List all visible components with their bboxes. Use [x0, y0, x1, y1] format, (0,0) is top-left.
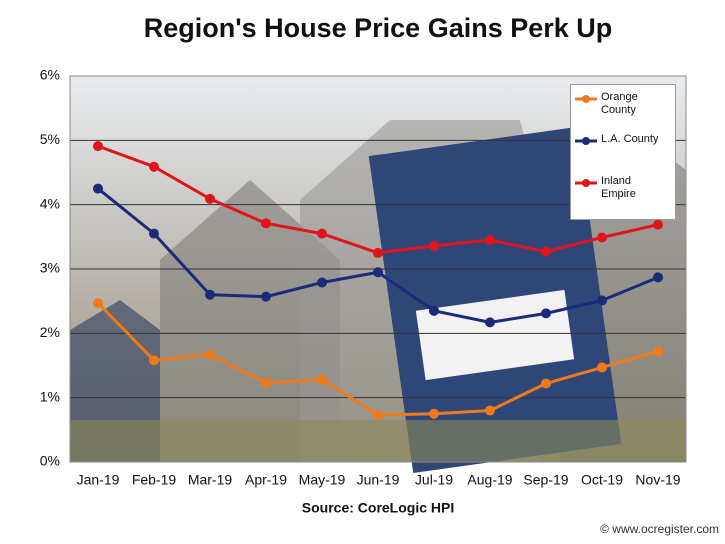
data-point: [597, 362, 607, 373]
x-tick-label: Apr-19: [245, 472, 287, 488]
y-tick-label: 5%: [40, 131, 60, 147]
legend-item: Orange County: [575, 91, 671, 133]
legend-symbol: [575, 179, 597, 187]
data-point: [317, 228, 327, 239]
data-point: [429, 408, 439, 419]
y-tick-label: 1%: [40, 388, 60, 404]
data-point: [597, 295, 607, 306]
data-point: [485, 317, 495, 328]
x-tick-label: Jul-19: [415, 472, 453, 488]
legend-marker: [582, 137, 590, 145]
x-tick-label: May-19: [299, 472, 346, 488]
data-point: [205, 193, 215, 204]
legend-symbol: [575, 95, 597, 103]
data-point: [93, 141, 103, 152]
data-point: [541, 378, 551, 389]
data-point: [541, 308, 551, 319]
legend-marker: [582, 95, 590, 103]
data-point: [317, 277, 327, 288]
data-point: [261, 377, 271, 388]
data-point: [485, 235, 495, 246]
y-tick-label: 0%: [40, 453, 60, 469]
y-tick-label: 4%: [40, 195, 60, 211]
data-point: [429, 305, 439, 316]
data-point: [373, 247, 383, 258]
data-point: [653, 346, 663, 357]
source-note: Source: CoreLogic HPI: [302, 500, 454, 516]
x-tick-label: Nov-19: [635, 472, 680, 488]
legend-label: L.A. County: [601, 133, 659, 145]
data-point: [205, 289, 215, 300]
data-point: [485, 405, 495, 416]
chart-title: Region's House Price Gains Perk Up: [144, 13, 613, 43]
legend-marker: [582, 179, 590, 187]
legend-item: Inland Empire: [575, 175, 671, 217]
data-point: [261, 218, 271, 229]
legend-label: Orange County: [601, 91, 638, 116]
x-tick-label: Jun-19: [357, 472, 400, 488]
data-point: [653, 272, 663, 283]
data-point: [541, 246, 551, 257]
x-tick-label: Feb-19: [132, 472, 177, 488]
plot-frame: [69, 75, 687, 463]
legend-symbol: [575, 137, 597, 145]
data-point: [149, 228, 159, 239]
data-point: [317, 374, 327, 385]
data-point: [597, 232, 607, 243]
x-tick-label: Sep-19: [523, 472, 568, 488]
data-point: [653, 219, 663, 230]
data-point: [373, 267, 383, 278]
data-point: [149, 355, 159, 366]
watermark: © www.ocregister.com: [600, 522, 719, 536]
y-tick-label: 2%: [40, 324, 60, 340]
legend-label: Inland Empire: [601, 175, 636, 200]
legend: Orange County L.A. County Inland Empire: [570, 84, 676, 220]
data-point: [429, 240, 439, 251]
x-tick-label: Mar-19: [188, 472, 233, 488]
legend-item: L.A. County: [575, 133, 671, 175]
data-point: [93, 298, 103, 309]
data-point: [149, 161, 159, 172]
data-point: [261, 291, 271, 302]
x-tick-label: Oct-19: [581, 472, 623, 488]
data-point: [93, 183, 103, 194]
y-tick-label: 3%: [40, 260, 60, 276]
x-tick-label: Jan-19: [77, 472, 120, 488]
data-point: [205, 349, 215, 360]
y-tick-label: 6%: [40, 67, 60, 83]
x-tick-label: Aug-19: [467, 472, 512, 488]
data-point: [373, 410, 383, 421]
